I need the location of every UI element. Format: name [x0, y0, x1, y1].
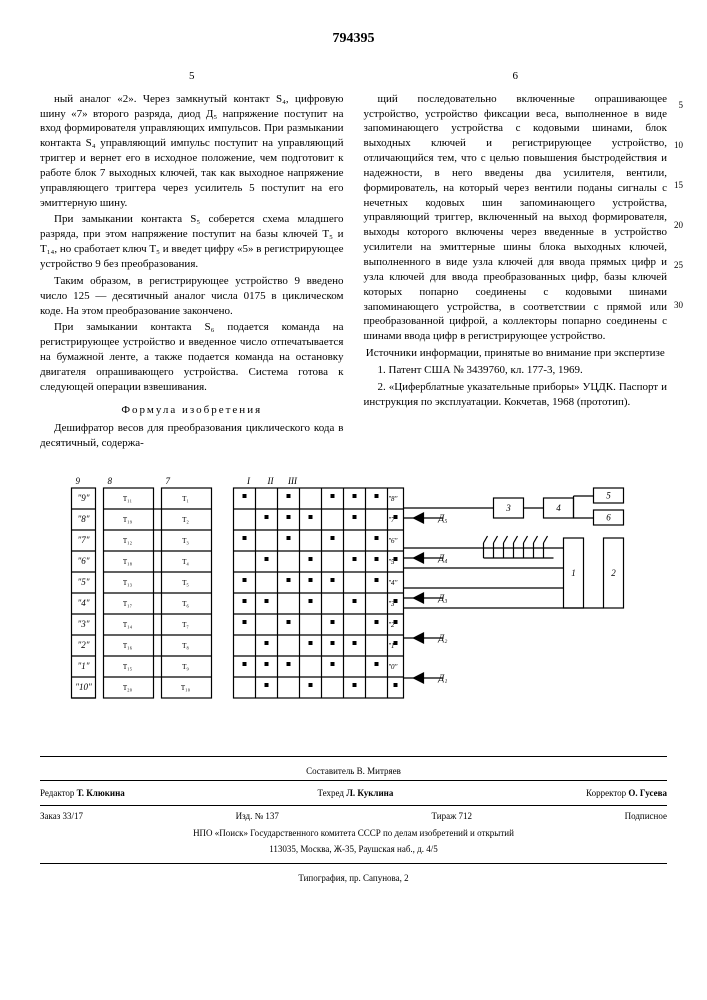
svg-text:8: 8 — [108, 476, 113, 486]
para: При замыкании контакта S₅ соберется схем… — [40, 212, 344, 271]
line-number: 20 — [671, 219, 683, 231]
address-line: 113035, Москва, Ж-35, Раушская наб., д. … — [40, 843, 667, 855]
corrector-block: Корректор О. Гусева — [586, 787, 667, 799]
svg-text:Д₃: Д₃ — [438, 593, 448, 603]
svg-text:T₁₅: T₁₅ — [123, 663, 133, 671]
svg-text:T₅: T₅ — [182, 579, 189, 587]
editor-block: Редактор Т. Клюкина — [40, 787, 125, 799]
svg-text:"9": "9" — [77, 493, 89, 503]
svg-text:"8": "8" — [77, 514, 89, 524]
right-column: 6 5 10 15 20 25 30 щий последовательно в… — [364, 69, 668, 453]
patent-number: 794395 — [40, 30, 667, 49]
formula-start: Дешифратор весов для преобразования цикл… — [40, 421, 344, 451]
svg-text:T₃: T₃ — [182, 537, 189, 545]
svg-text:3: 3 — [505, 503, 511, 513]
col-number-left: 5 — [40, 69, 344, 84]
left-column: 5 ный аналог «2». Через замкнутый контак… — [40, 69, 344, 453]
svg-text:"0": "0" — [388, 663, 397, 671]
svg-text:2: 2 — [611, 568, 616, 578]
svg-text:T₉: T₉ — [182, 663, 189, 671]
text-columns: 5 ный аналог «2». Через замкнутый контак… — [40, 69, 667, 453]
order: Заказ 33/17 — [40, 810, 83, 822]
svg-text:T₂: T₂ — [182, 516, 189, 524]
svg-text:"4": "4" — [77, 598, 89, 608]
para: щий последовательно включенные опрашиваю… — [364, 92, 668, 344]
svg-text:4: 4 — [556, 503, 561, 513]
col-number-right: 6 — [364, 69, 668, 84]
svg-text:"6": "6" — [77, 556, 89, 566]
line-number: 10 — [671, 139, 683, 151]
svg-text:Д₅: Д₅ — [438, 513, 448, 523]
svg-text:7: 7 — [166, 476, 171, 486]
svg-text:T₁₀: T₁₀ — [181, 684, 191, 692]
svg-text:9: 9 — [76, 476, 81, 486]
svg-text:T₁₄: T₁₄ — [123, 621, 133, 629]
para: Таким образом, в регистрирующее устройст… — [40, 274, 344, 319]
svg-text:"2": "2" — [388, 621, 397, 629]
svg-text:T₂₀: T₂₀ — [123, 684, 133, 692]
izd: Изд. № 137 — [236, 810, 279, 822]
svg-text:T₁₆: T₁₆ — [123, 642, 133, 650]
org-line: НПО «Поиск» Государственного комитета СС… — [40, 827, 667, 839]
svg-text:T₁₉: T₁₉ — [123, 516, 133, 524]
svg-text:T₁₂: T₁₂ — [123, 537, 133, 545]
svg-text:Д₁: Д₁ — [438, 673, 448, 683]
svg-text:"3": "3" — [388, 600, 397, 608]
svg-text:"6": "6" — [388, 537, 397, 545]
tirazh: Тираж 712 — [431, 810, 472, 822]
separator — [40, 756, 667, 757]
line-number: 5 — [671, 99, 683, 111]
compiler: Составитель В. Митряев — [40, 765, 667, 777]
svg-text:"7": "7" — [388, 516, 397, 524]
svg-text:6: 6 — [606, 513, 611, 523]
svg-text:T₁₇: T₁₇ — [123, 600, 133, 608]
tech-block: Техред Л. Куклина — [317, 787, 393, 799]
line-number: 30 — [671, 299, 683, 311]
separator — [40, 863, 667, 864]
svg-text:T₄: T₄ — [182, 558, 189, 566]
print-row: Заказ 33/17 Изд. № 137 Тираж 712 Подписн… — [40, 808, 667, 824]
svg-text:"10": "10" — [75, 682, 92, 692]
svg-text:5: 5 — [606, 491, 611, 501]
svg-text:"7": "7" — [77, 535, 89, 545]
svg-text:III: III — [287, 476, 298, 486]
para: ный аналог «2». Через замкнутый контакт … — [40, 92, 344, 211]
source-item: 2. «Циферблатные указательные приборы» У… — [364, 380, 668, 410]
svg-text:I: I — [246, 476, 251, 486]
footer-meta: Редактор Т. Клюкина Техред Л. Куклина Ко… — [40, 780, 667, 806]
source-item: 1. Патент США № 3439760, кл. 177-3, 1969… — [364, 363, 668, 378]
line-number: 25 — [671, 259, 683, 271]
formula-header: Формула изобретения — [40, 403, 344, 418]
svg-text:II: II — [267, 476, 275, 486]
svg-text:Д₄: Д₄ — [438, 553, 448, 563]
svg-text:Д₂: Д₂ — [438, 633, 448, 643]
podpisnoe: Подписное — [625, 810, 667, 822]
sources-header: Источники информации, принятые во вниман… — [364, 346, 668, 361]
svg-text:T₆: T₆ — [182, 600, 189, 608]
svg-text:T₁₃: T₁₃ — [123, 579, 133, 587]
para: При замыкании контакта S₆ подается коман… — [40, 320, 344, 394]
svg-text:T₁₈: T₁₈ — [123, 558, 133, 566]
svg-text:"1": "1" — [77, 661, 89, 671]
svg-text:"1": "1" — [388, 642, 397, 650]
circuit-diagram: "9" "8" "7" "6" "5" "4" "3" "2" "1" "10" T₁₁ T₁₉ T₁₂… — [40, 468, 667, 728]
line-number: 15 — [671, 179, 683, 191]
svg-text:"2": "2" — [77, 640, 89, 650]
svg-text:"4": "4" — [388, 579, 397, 587]
svg-text:T₁₁: T₁₁ — [123, 495, 132, 503]
svg-text:"8": "8" — [388, 495, 397, 503]
svg-text:T₇: T₇ — [182, 621, 189, 629]
svg-text:"5": "5" — [388, 558, 397, 566]
svg-text:"3": "3" — [77, 619, 89, 629]
svg-text:T₈: T₈ — [182, 642, 189, 650]
svg-text:"5": "5" — [77, 577, 89, 587]
print-footer: Типография, пр. Сапунова, 2 — [40, 872, 667, 884]
svg-text:1: 1 — [571, 568, 576, 578]
svg-text:T₁: T₁ — [182, 495, 189, 503]
